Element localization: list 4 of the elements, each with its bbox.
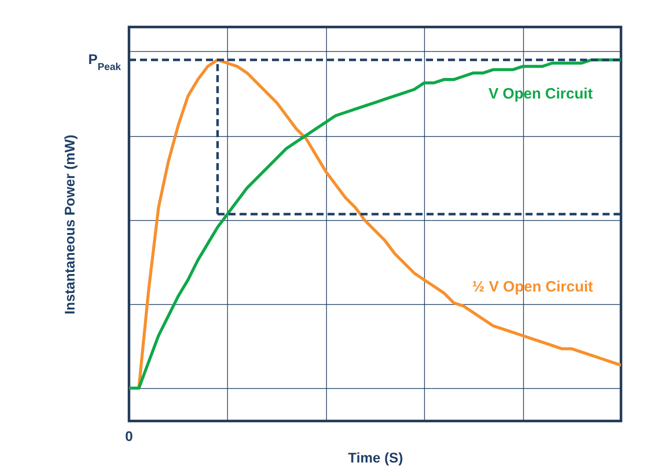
x-axis-title: Time (S) xyxy=(348,450,403,466)
ref-line-label: P$_{Peak}$ xyxy=(88,50,122,72)
text: 0 xyxy=(125,428,134,444)
y-axis-title: Instantaneous Power (mW) xyxy=(62,134,78,314)
